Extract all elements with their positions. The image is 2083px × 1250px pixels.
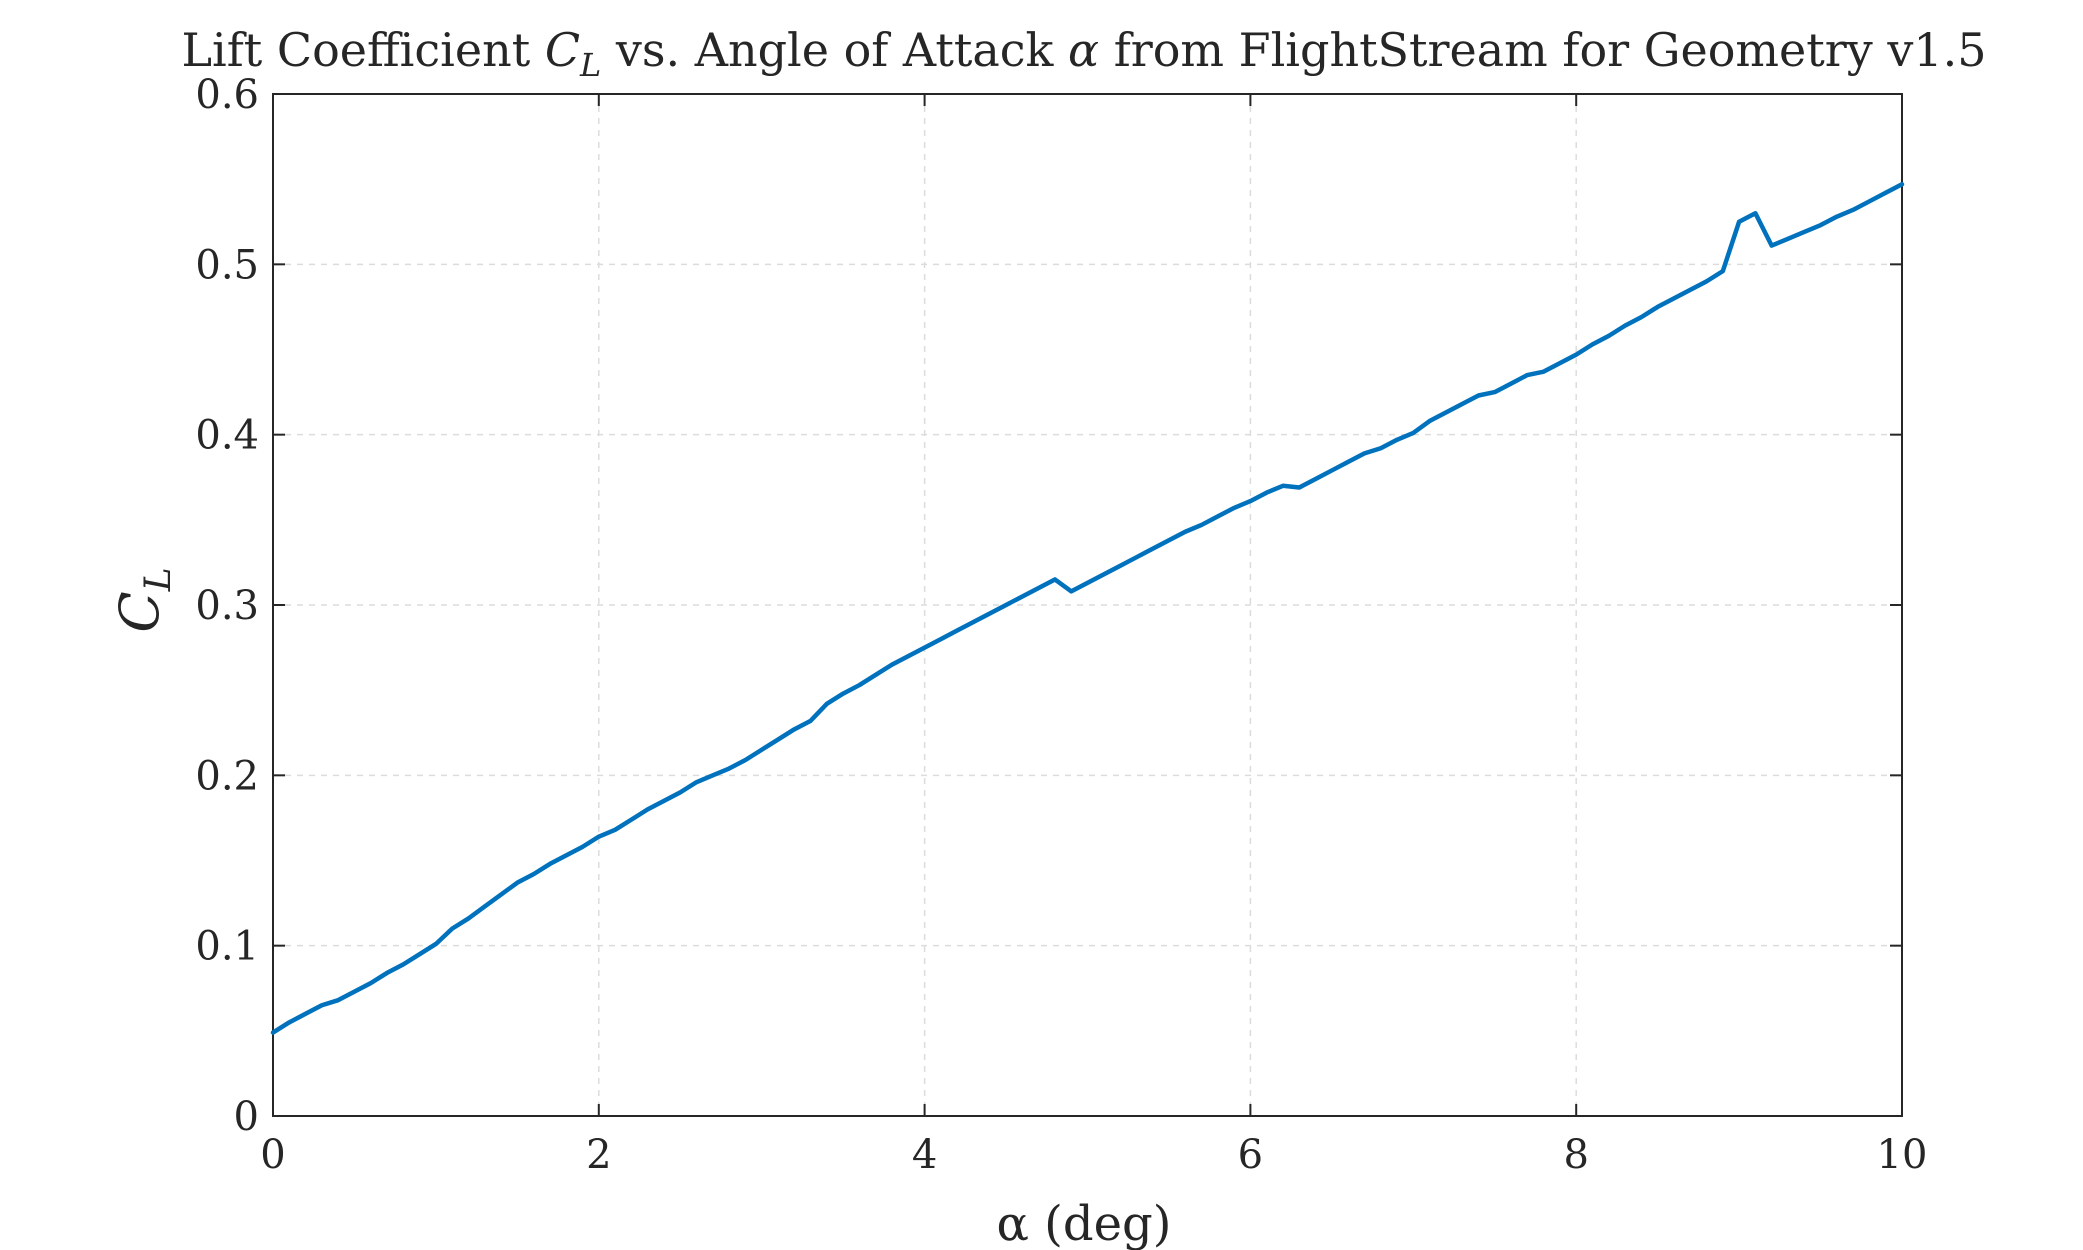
y-tick-label: 0.5: [195, 242, 259, 288]
y-tick-label: 0.6: [195, 72, 259, 118]
chart-title: Lift Coefficient CL vs. Angle of Attack …: [182, 23, 1987, 84]
x-tick-label: 8: [1563, 1132, 1588, 1178]
x-tick-label: 2: [586, 1132, 611, 1178]
y-tick-label: 0.1: [195, 924, 259, 970]
axis-ticks: [272, 93, 1903, 1117]
y-tick-label: 0.2: [195, 753, 259, 799]
x-tick-label: 4: [912, 1132, 937, 1178]
x-axis-label: α (deg): [997, 1196, 1172, 1250]
y-axis-label: CL: [108, 567, 179, 632]
x-tick-labels: 0 2 4 6 8 10: [260, 1132, 1927, 1178]
x-tick-label: 0: [260, 1132, 285, 1178]
y-tick-label: 0.3: [195, 583, 259, 629]
series-line-cl: [270, 182, 1905, 1035]
x-tick-label: 6: [1238, 1132, 1263, 1178]
x-tick-label: 10: [1877, 1132, 1928, 1178]
y-tick-label: 0: [234, 1094, 259, 1140]
grid-lines: [273, 94, 1902, 1116]
y-tick-label: 0.4: [195, 413, 259, 459]
y-tick-labels: 0 0.1 0.2 0.3 0.4 0.5 0.6: [195, 72, 259, 1140]
